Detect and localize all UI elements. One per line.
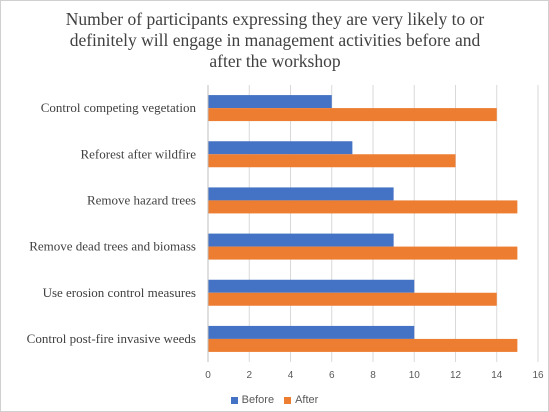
bar-after-0 — [208, 108, 497, 122]
bar-before-5 — [208, 325, 415, 339]
x-tick-label-0: 0 — [205, 370, 211, 381]
x-tick-label-16: 16 — [532, 370, 544, 381]
bar-before-1 — [208, 141, 353, 155]
legend-label-before: Before — [241, 394, 275, 406]
category-label-1: Reforest after wildfire — [80, 146, 196, 161]
category-label-2: Remove hazard trees — [87, 192, 196, 207]
category-label-5: Control post-fire invasive weeds — [27, 331, 196, 346]
x-tick-label-4: 4 — [288, 370, 294, 381]
legend-item-before: Before — [230, 394, 275, 406]
legend-swatch-before — [230, 396, 238, 404]
bar-after-4 — [208, 292, 497, 306]
legend-swatch-after — [284, 396, 292, 404]
bar-before-4 — [208, 279, 415, 293]
x-tick-label-10: 10 — [409, 370, 421, 381]
chart-title-line-1: Number of participants expressing they a… — [65, 9, 485, 29]
x-tick-label-12: 12 — [450, 370, 462, 381]
bar-before-3 — [208, 233, 394, 247]
bar-before-2 — [208, 187, 394, 201]
bar-after-3 — [208, 246, 518, 260]
category-label-3: Remove dead trees and biomass — [29, 239, 196, 254]
chart-legend: Before After — [0, 394, 549, 406]
legend-item-after: After — [284, 394, 318, 406]
bar-after-2 — [208, 200, 518, 214]
category-label-0: Control competing vegetation — [41, 100, 197, 115]
chart-title-line-3: after the workshop — [209, 51, 341, 71]
bar-after-5 — [208, 338, 518, 352]
x-tick-label-14: 14 — [491, 370, 503, 381]
legend-label-after: After — [295, 394, 319, 406]
category-label-4: Use erosion control measures — [43, 285, 196, 300]
bar-after-1 — [208, 154, 456, 168]
chart-title-line-2: definitely will engage in management act… — [69, 30, 481, 50]
x-tick-label-6: 6 — [329, 370, 335, 381]
x-tick-label-2: 2 — [246, 370, 252, 381]
x-tick-label-8: 8 — [370, 370, 376, 381]
bar-before-0 — [208, 95, 332, 109]
